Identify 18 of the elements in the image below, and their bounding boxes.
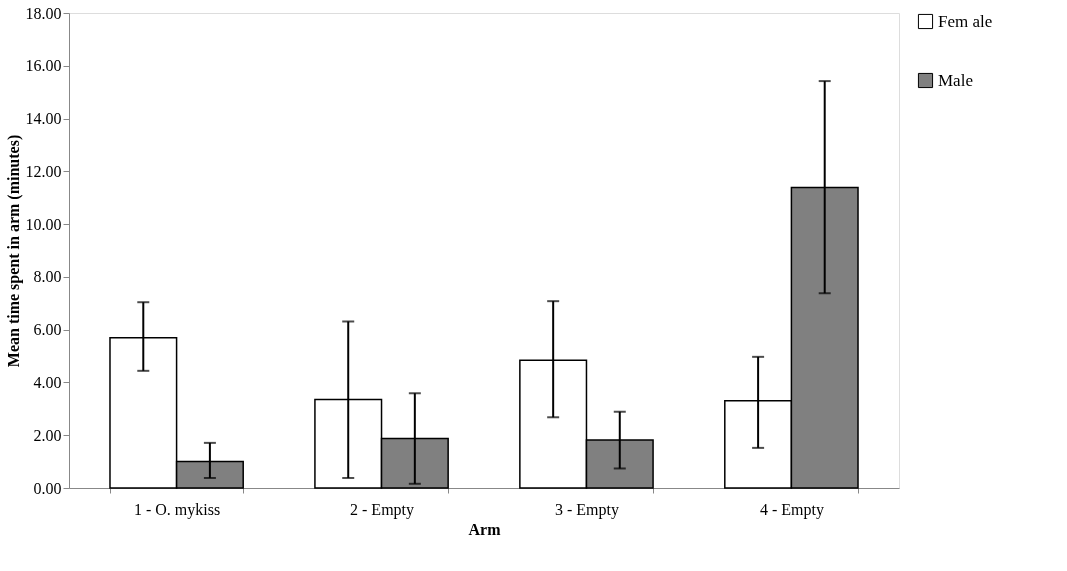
x-tick-label: 3 - Empty: [554, 500, 619, 519]
y-tick-label: 4.00: [33, 373, 62, 391]
y-axis-title: Mean time spent in arm (minutes): [4, 134, 23, 368]
y-tick-label: 8.00: [33, 268, 62, 286]
x-tick-label: 4 - Empty: [759, 500, 824, 519]
y-tick-label: 14.00: [25, 110, 62, 128]
y-tick-label: 16.00: [25, 57, 62, 75]
y-tick-label: 12.00: [25, 162, 62, 180]
y-tick-label: 10.00: [25, 215, 62, 233]
x-tick-label: 1 - O. mykiss: [133, 500, 221, 519]
y-tick-label: 2.00: [33, 426, 62, 444]
legend-label: Fem ale: [938, 11, 993, 31]
y-tick-label: 6.00: [33, 321, 62, 339]
x-tick-label: 2 - Empty: [350, 500, 415, 519]
x-axis-title: Arm: [468, 520, 502, 538]
y-tick-label: 18.00: [25, 4, 62, 22]
y-tick-label: 0.00: [33, 479, 62, 497]
legend-label: Male: [938, 70, 973, 90]
